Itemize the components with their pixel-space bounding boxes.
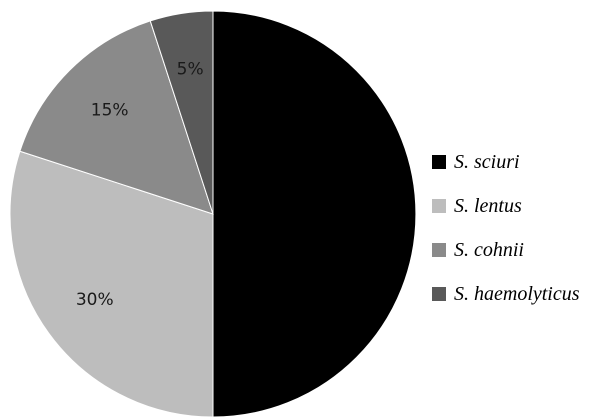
legend-item-s-cohnii: S. cohnii <box>432 228 613 272</box>
legend-swatch <box>432 199 446 213</box>
legend-label: S. cohnii <box>454 238 524 261</box>
legend-swatch <box>432 243 446 257</box>
legend-item-s-sciuri: S. sciuri <box>432 140 613 184</box>
legend-swatch <box>432 287 446 301</box>
legend-label: S. haemolyticus <box>454 282 580 305</box>
pie-slice-s-sciuri <box>212 10 417 417</box>
legend-swatch <box>432 155 446 169</box>
legend-label: S. sciuri <box>454 150 520 173</box>
slice-label: 15% <box>91 101 129 121</box>
slice-label: 30% <box>76 290 114 310</box>
slice-label: 5% <box>177 60 204 80</box>
legend-label: S. lentus <box>454 194 522 217</box>
legend: S. sciuri S. lentus S. cohnii S. haemoly… <box>432 140 613 316</box>
legend-item-s-haemolyticus: S. haemolyticus <box>432 272 613 316</box>
pie-slice-s-lentus <box>9 150 214 417</box>
legend-item-s-lentus: S. lentus <box>432 184 613 228</box>
pie-slice-s-cohnii <box>19 20 214 215</box>
pie-slice-s-haemolyticus <box>149 10 214 215</box>
